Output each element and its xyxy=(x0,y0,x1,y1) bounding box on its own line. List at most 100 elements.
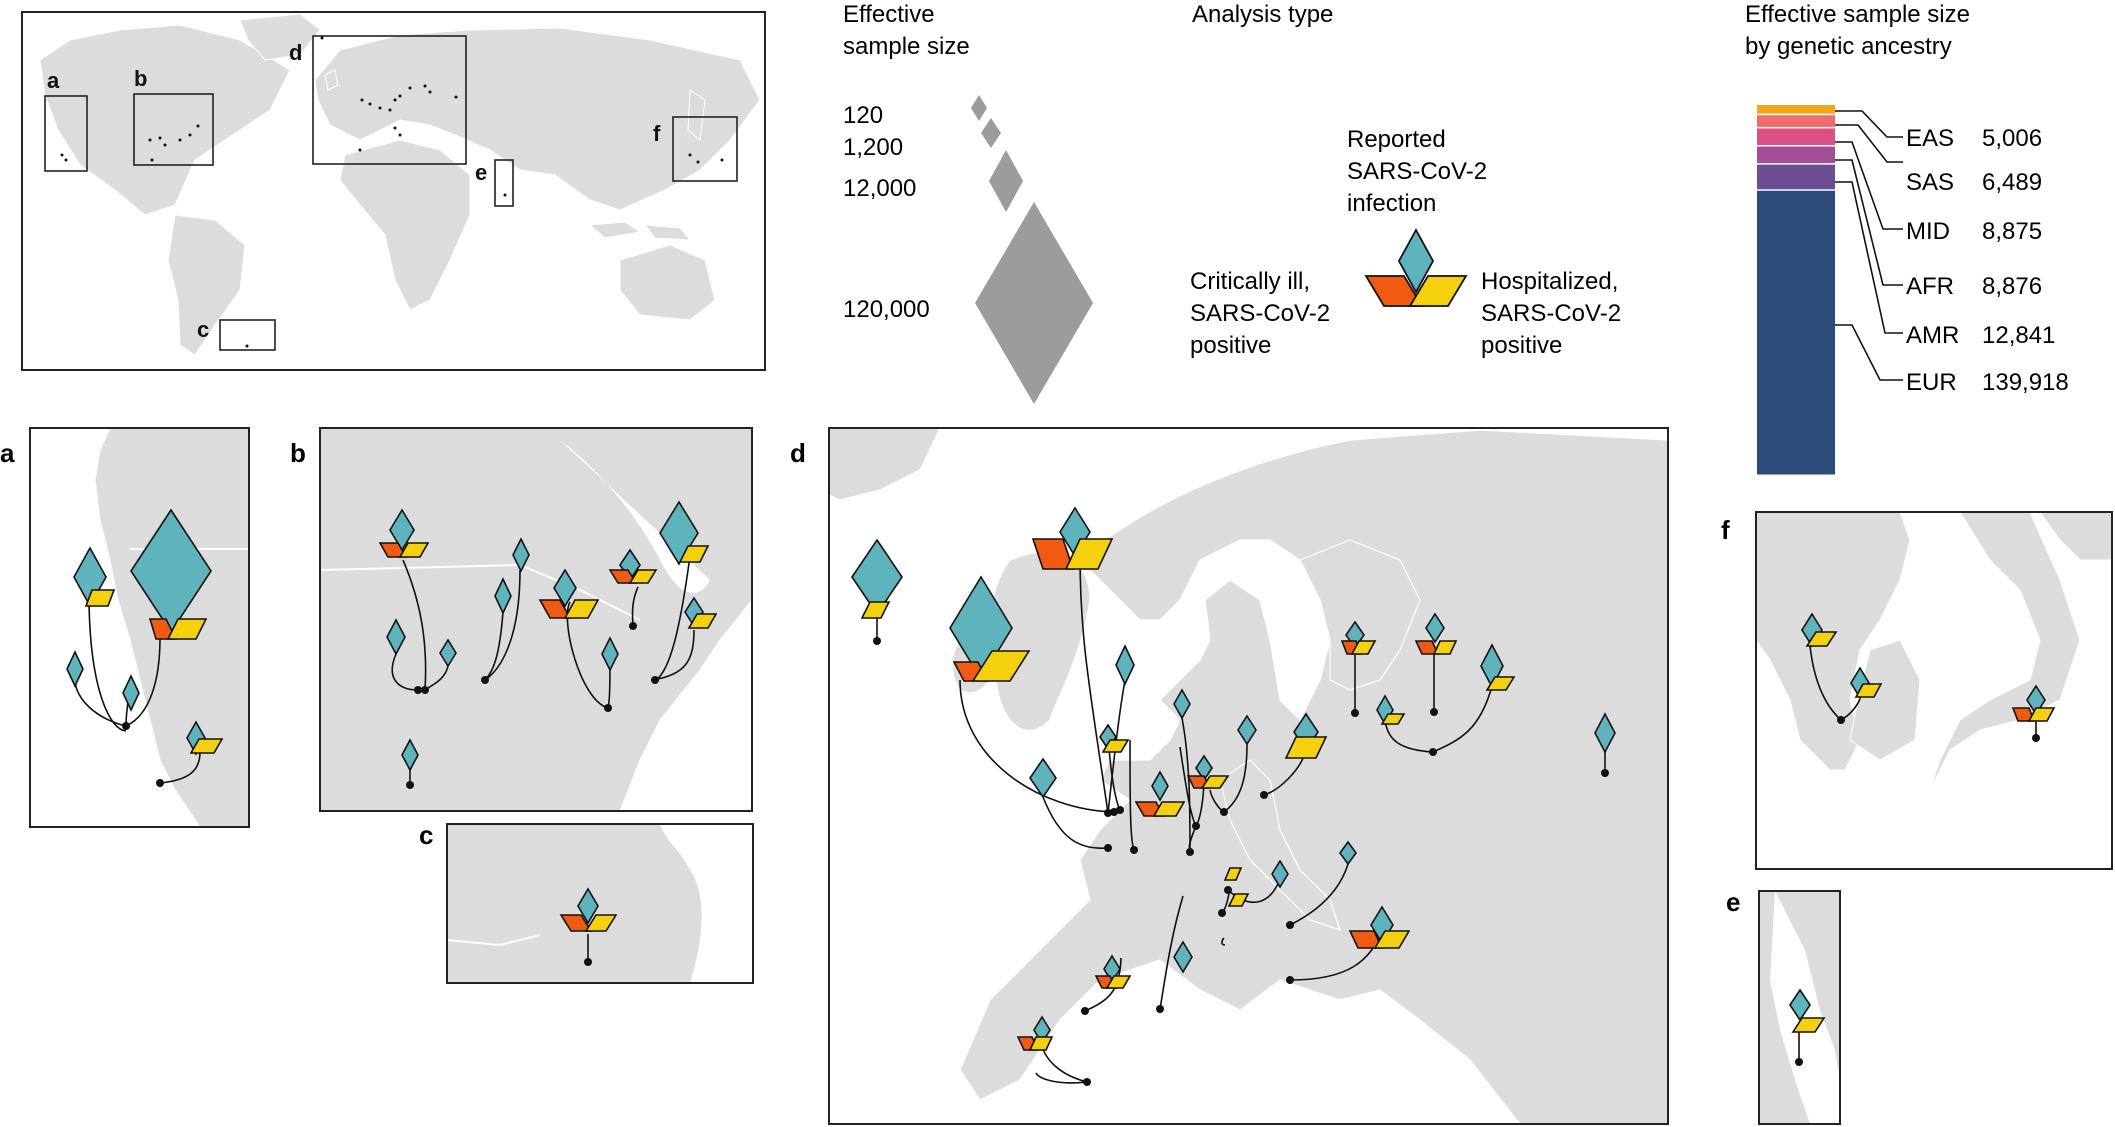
critical-label-line1: Critically ill, xyxy=(1190,268,1310,295)
hospitalized-label-line1: Hospitalized, xyxy=(1481,268,1618,295)
panel-b-hospitalized-8 xyxy=(628,569,658,584)
panel-a-reported-diamond-3 xyxy=(66,650,84,688)
ancestry-leader-eas xyxy=(1835,110,1903,138)
ancestry-value-mid: 8,875 xyxy=(1982,218,2042,245)
panel-b-reported-3 xyxy=(439,638,457,668)
sample-size-title-line1: Effective xyxy=(843,1,935,28)
panel-a-map: a xyxy=(0,427,250,828)
panel-d-reported-18 xyxy=(1339,840,1357,866)
ancestry-code-eur: EUR xyxy=(1906,369,1957,396)
ancestry-leader-eur xyxy=(1835,324,1903,381)
panel-f-hospitalized-3 xyxy=(2027,707,2056,722)
panel-d-hospitalized-16 xyxy=(1223,867,1243,881)
panel-c-hospitalized xyxy=(584,914,618,932)
reported-label-line1: Reported xyxy=(1347,126,1446,153)
overview-label-c: c xyxy=(197,317,209,342)
panel-a-hospitalized-5 xyxy=(189,738,224,754)
panel-d-hospitalized-13 xyxy=(1432,640,1458,655)
ancestry-value-sas: 6,489 xyxy=(1982,169,2042,196)
sample-size-diamond-12000 xyxy=(989,150,1023,212)
sample-size-legend: Effective sample size 120 1,200 12,000 1… xyxy=(843,1,1093,404)
panel-b-hospitalized-10 xyxy=(687,613,718,629)
ancestry-code-eas: EAS xyxy=(1906,125,1954,152)
ancestry-bar-amr xyxy=(1757,164,1835,190)
reported-label-line3: infection xyxy=(1347,190,1436,217)
panel-a-hospitalized-2 xyxy=(166,618,208,640)
panel-d-hospitalized-23 xyxy=(1028,1036,1054,1051)
inset-box-f xyxy=(672,116,738,182)
ancestry-code-sas: SAS xyxy=(1906,169,1954,196)
panel-d-reported-15 xyxy=(1594,712,1616,754)
panel-label-c: c xyxy=(419,820,433,850)
panel-d-reported-6 xyxy=(1151,770,1169,802)
ancestry-value-eas: 5,006 xyxy=(1982,125,2042,152)
panel-d-reported-13 xyxy=(1425,612,1445,644)
ancestry-title-line2: by genetic ancestry xyxy=(1745,33,1952,60)
panel-d-hospitalized-ireland xyxy=(860,601,891,619)
sample-size-label-120000: 120,000 xyxy=(843,296,930,323)
panel-e-hospitalized xyxy=(1791,1017,1826,1033)
ancestry-bar-eas xyxy=(1757,105,1835,114)
panel-d-reported-7 xyxy=(1173,688,1191,720)
legend-reported-shape xyxy=(1397,228,1435,294)
panel-d-hospitalized-8 xyxy=(1200,775,1230,789)
panel-c-reported xyxy=(577,887,599,925)
ancestry-value-eur: 139,918 xyxy=(1982,369,2069,396)
panel-d-reported-4 xyxy=(1115,644,1135,686)
sample-size-label-120: 120 xyxy=(843,102,883,129)
ancestry-leader-afr xyxy=(1835,159,1903,286)
sample-size-label-1200: 1,200 xyxy=(843,134,903,161)
panel-d-reported-9 xyxy=(1237,714,1257,746)
ancestry-code-afr: AFR xyxy=(1906,273,1954,300)
world-overview-map: a b c d e f xyxy=(21,11,766,371)
sample-size-label-12000: 12,000 xyxy=(843,175,916,202)
analysis-type-title: Analysis type xyxy=(1192,1,1333,28)
sample-size-diamond-1200 xyxy=(981,118,1001,148)
panel-b-reported-7 xyxy=(601,636,619,672)
ancestry-value-afr: 8,876 xyxy=(1982,273,2042,300)
critical-label-line2: SARS-CoV-2 xyxy=(1190,300,1330,327)
inset-box-c xyxy=(219,319,276,351)
overview-label-a: a xyxy=(47,68,60,93)
panel-d-hospitalized-20 xyxy=(1373,930,1411,949)
panel-d-hospitalized-11 xyxy=(1350,640,1377,655)
panel-label-b: b xyxy=(290,438,306,468)
ancestry-title-line1: Effective sample size xyxy=(1745,1,1970,28)
ancestry-leader-amr xyxy=(1835,181,1903,334)
panel-label-f: f xyxy=(1721,515,1730,545)
ancestry-code-amr: AMR xyxy=(1906,322,1959,349)
panel-d-reported-19 xyxy=(1271,859,1289,889)
panel-b-hospitalized-6 xyxy=(563,599,600,619)
ancestry-leader-mid xyxy=(1835,141,1903,230)
hospitalized-label-line3: positive xyxy=(1481,332,1562,359)
ancestry-leader-sas xyxy=(1835,124,1903,163)
critical-label-line3: positive xyxy=(1190,332,1271,359)
panel-b-hospitalized-1 xyxy=(398,542,430,558)
ancestry-bar-mid xyxy=(1757,128,1835,146)
panel-d-hospitalized-22 xyxy=(1105,975,1132,989)
overview-label-b: b xyxy=(134,66,147,91)
panel-d-hospitalized-14 xyxy=(1485,676,1516,691)
panel-a-reported-diamond-4 xyxy=(122,674,140,712)
inset-box-b xyxy=(133,93,214,166)
panel-d-hospitalized-12 xyxy=(1380,713,1406,725)
inset-box-d xyxy=(312,35,467,165)
overview-label-d: d xyxy=(289,40,302,65)
panel-f-hospitalized-2 xyxy=(1854,683,1883,698)
ancestry-code-mid: MID xyxy=(1906,218,1950,245)
inset-box-e xyxy=(494,159,514,207)
panel-b-reported-11 xyxy=(401,738,419,772)
ancestry-chart: Effective sample size by genetic ancestr… xyxy=(1745,1,2069,475)
panel-d-reported-3 xyxy=(1029,757,1057,799)
ancestry-bar-eur xyxy=(1757,190,1835,475)
ancestry-value-amr: 12,841 xyxy=(1982,322,2055,349)
panel-f-hospitalized-1 xyxy=(1805,631,1838,647)
panel-b-reported-5 xyxy=(512,537,530,573)
hospitalized-label-line2: SARS-CoV-2 xyxy=(1481,300,1621,327)
panel-d-hospitalized-17 xyxy=(1227,893,1250,907)
panel-d-hospitalized-10 xyxy=(1284,736,1328,759)
panel-e-map: e xyxy=(1726,887,1841,1125)
panel-d-hospitalized-uk xyxy=(971,650,1031,682)
panel-d-hospitalized-6 xyxy=(1152,801,1186,817)
